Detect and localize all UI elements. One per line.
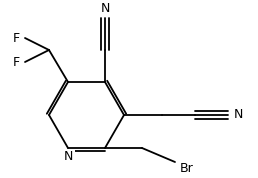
Text: F: F	[12, 32, 20, 44]
Text: N: N	[233, 109, 243, 122]
Text: F: F	[12, 56, 20, 69]
Text: N: N	[63, 151, 73, 164]
Text: N: N	[100, 2, 110, 15]
Text: Br: Br	[180, 163, 194, 176]
